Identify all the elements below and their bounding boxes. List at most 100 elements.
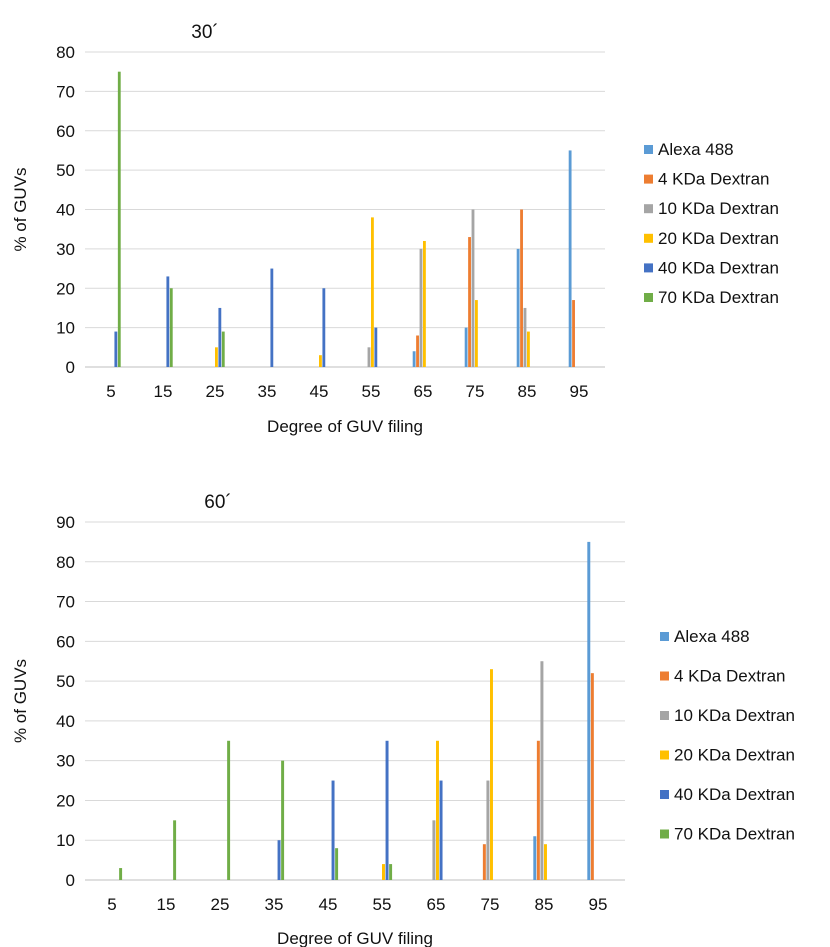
c1-xtick-label-5: 5 xyxy=(106,382,115,401)
c2-bar-40-kda-dextran-65 xyxy=(439,780,443,880)
c2-bar-20-kda-dextran-75 xyxy=(490,669,493,880)
c2-legend-swatch-2 xyxy=(660,671,669,681)
c1-bar-40-kda-dextran-15 xyxy=(166,276,170,367)
c1-bar-10-kda-dextran-85 xyxy=(523,307,527,367)
c2-ytick-label-30: 30 xyxy=(56,752,75,771)
c2-bar-alexa-488-95 xyxy=(587,541,591,880)
c2-xtick-label-5: 5 xyxy=(107,895,116,914)
c2-ytick-label-40: 40 xyxy=(56,712,75,731)
c1-x-axis-title: Degree of GUV filing xyxy=(267,417,423,436)
c2-xtick-label-65: 65 xyxy=(427,895,446,914)
c1-title: 30´ xyxy=(191,22,218,43)
c1-legend-swatch-6 xyxy=(644,293,653,302)
c1-xtick-label-55: 55 xyxy=(362,382,381,401)
c1-bar-alexa-488-65 xyxy=(412,351,416,367)
c2-bar-70-kda-dextran-15 xyxy=(173,820,177,880)
c2-xtick-label-35: 35 xyxy=(265,895,284,914)
c1-bar-alexa-488-85 xyxy=(516,248,520,367)
c1-bar-alexa-488-75 xyxy=(464,327,468,367)
c1-xtick-label-65: 65 xyxy=(414,382,433,401)
c2-legend-swatch-1 xyxy=(660,632,669,641)
c1-legend-swatch-3 xyxy=(644,204,653,214)
c2-ytick-label-0: 0 xyxy=(66,871,75,890)
c1-ytick-label-10: 10 xyxy=(56,319,75,338)
c2-xtick-label-85: 85 xyxy=(535,895,554,914)
c2-bar-4-kda-dextran-95 xyxy=(590,673,594,880)
c1-bar-4-kda-dextran-95 xyxy=(572,300,575,367)
c2-legend-swatch-5 xyxy=(660,790,669,799)
c1-ytick-label-80: 80 xyxy=(56,43,75,62)
c2-ytick-label-10: 10 xyxy=(56,831,75,850)
c1-legend-swatch-2 xyxy=(644,174,653,184)
c2-bar-70-kda-dextran-5 xyxy=(119,868,123,880)
c1-bar-20-kda-dextran-55 xyxy=(371,217,374,367)
c1-bar-40-kda-dextran-45 xyxy=(322,288,326,367)
c1-bar-4-kda-dextran-85 xyxy=(520,209,523,367)
c2-xtick-label-25: 25 xyxy=(211,895,230,914)
c2-xtick-label-55: 55 xyxy=(373,895,392,914)
c1-bar-20-kda-dextran-75 xyxy=(475,300,478,367)
c2-legend-swatch-4 xyxy=(660,750,669,760)
c2-x-axis-title: Degree of GUV filing xyxy=(277,929,433,947)
c2-bar-10-kda-dextran-85 xyxy=(540,661,544,880)
c2-ytick-label-50: 50 xyxy=(56,672,75,691)
c2-xtick-label-15: 15 xyxy=(157,895,176,914)
c1-bar-70-kda-dextran-15 xyxy=(169,288,173,367)
c1-ytick-label-0: 0 xyxy=(66,358,75,377)
c2-y-axis-title: % of GUVs xyxy=(11,659,30,743)
c2-legend-swatch-3 xyxy=(660,711,669,720)
c2-bar-4-kda-dextran-85 xyxy=(536,740,540,880)
c1-legend-label-2: 4 KDa Dextran xyxy=(658,170,770,189)
c2-bar-4-kda-dextran-75 xyxy=(482,844,486,880)
c1-bar-10-kda-dextran-75 xyxy=(471,209,475,367)
c1-bar-70-kda-dextran-5 xyxy=(117,71,121,367)
c1-legend-label-5: 40 KDa Dextran xyxy=(658,258,779,277)
c2-legend-label-5: 40 KDa Dextran xyxy=(674,785,795,804)
c1-ytick-label-20: 20 xyxy=(56,279,75,298)
c2-bar-40-kda-dextran-35 xyxy=(277,840,281,880)
c2-bar-40-kda-dextran-55 xyxy=(385,740,389,880)
c1-ytick-label-50: 50 xyxy=(56,161,75,180)
c1-bar-20-kda-dextran-25 xyxy=(215,347,218,367)
c1-xtick-label-85: 85 xyxy=(518,382,537,401)
c2-bar-20-kda-dextran-65 xyxy=(436,740,439,880)
c2-title: 60´ xyxy=(204,492,231,513)
c1-bar-40-kda-dextran-55 xyxy=(374,327,378,367)
c1-ytick-label-60: 60 xyxy=(56,122,75,141)
c2-xtick-label-75: 75 xyxy=(481,895,500,914)
c1-xtick-label-45: 45 xyxy=(310,382,329,401)
c1-ytick-label-40: 40 xyxy=(56,201,75,220)
c1-bar-40-kda-dextran-5 xyxy=(114,331,118,367)
chart-30min: 30´ 0 10 20 30 40 50 60 70 80 5 15 25 35 45 55 65 75 85 95 D… xyxy=(0,0,830,460)
c2-bar-70-kda-dextran-45 xyxy=(335,848,339,880)
c1-y-axis-title: % of GUVs xyxy=(11,167,30,251)
chart-60min: 60´ 0 10 20 30 40 50 60 70 80 90 5 15 25 35 45 55 65 75 85 9… xyxy=(0,470,830,947)
c1-bar-40-kda-dextran-35 xyxy=(270,268,274,367)
c2-bar-10-kda-dextran-75 xyxy=(486,780,490,880)
c1-bar-10-kda-dextran-55 xyxy=(367,347,371,367)
chart-30min-svg: 30´ 0 10 20 30 40 50 60 70 80 5 15 25 35 45 55 65 75 85 95 D… xyxy=(11,22,779,436)
c1-xtick-label-95: 95 xyxy=(570,382,589,401)
c2-bar-alexa-488-85 xyxy=(533,836,537,880)
c1-legend-label-4: 20 KDa Dextran xyxy=(658,229,779,248)
c1-bar-alexa-488-95 xyxy=(568,150,572,367)
c1-bar-4-kda-dextran-65 xyxy=(416,335,419,367)
c2-bar-70-kda-dextran-25 xyxy=(227,740,231,880)
c1-xtick-label-35: 35 xyxy=(258,382,277,401)
c1-ytick-label-70: 70 xyxy=(56,82,75,101)
c1-bar-20-kda-dextran-85 xyxy=(527,331,530,367)
c2-bar-20-kda-dextran-85 xyxy=(544,844,547,880)
c1-bar-40-kda-dextran-25 xyxy=(218,307,222,367)
c2-ytick-label-90: 90 xyxy=(56,513,75,532)
c1-legend-swatch-1 xyxy=(644,145,653,154)
c1-legend-label-1: Alexa 488 xyxy=(658,140,734,159)
c2-ytick-label-70: 70 xyxy=(56,593,75,612)
c1-bar-10-kda-dextran-65 xyxy=(419,248,423,367)
c1-bar-20-kda-dextran-45 xyxy=(319,355,322,367)
c1-xtick-label-15: 15 xyxy=(154,382,173,401)
c1-legend-swatch-4 xyxy=(644,233,653,243)
c2-legend-label-1: Alexa 488 xyxy=(674,627,750,646)
c1-legend-swatch-5 xyxy=(644,263,653,273)
c2-legend-swatch-6 xyxy=(660,829,669,839)
c1-xtick-label-75: 75 xyxy=(466,382,485,401)
